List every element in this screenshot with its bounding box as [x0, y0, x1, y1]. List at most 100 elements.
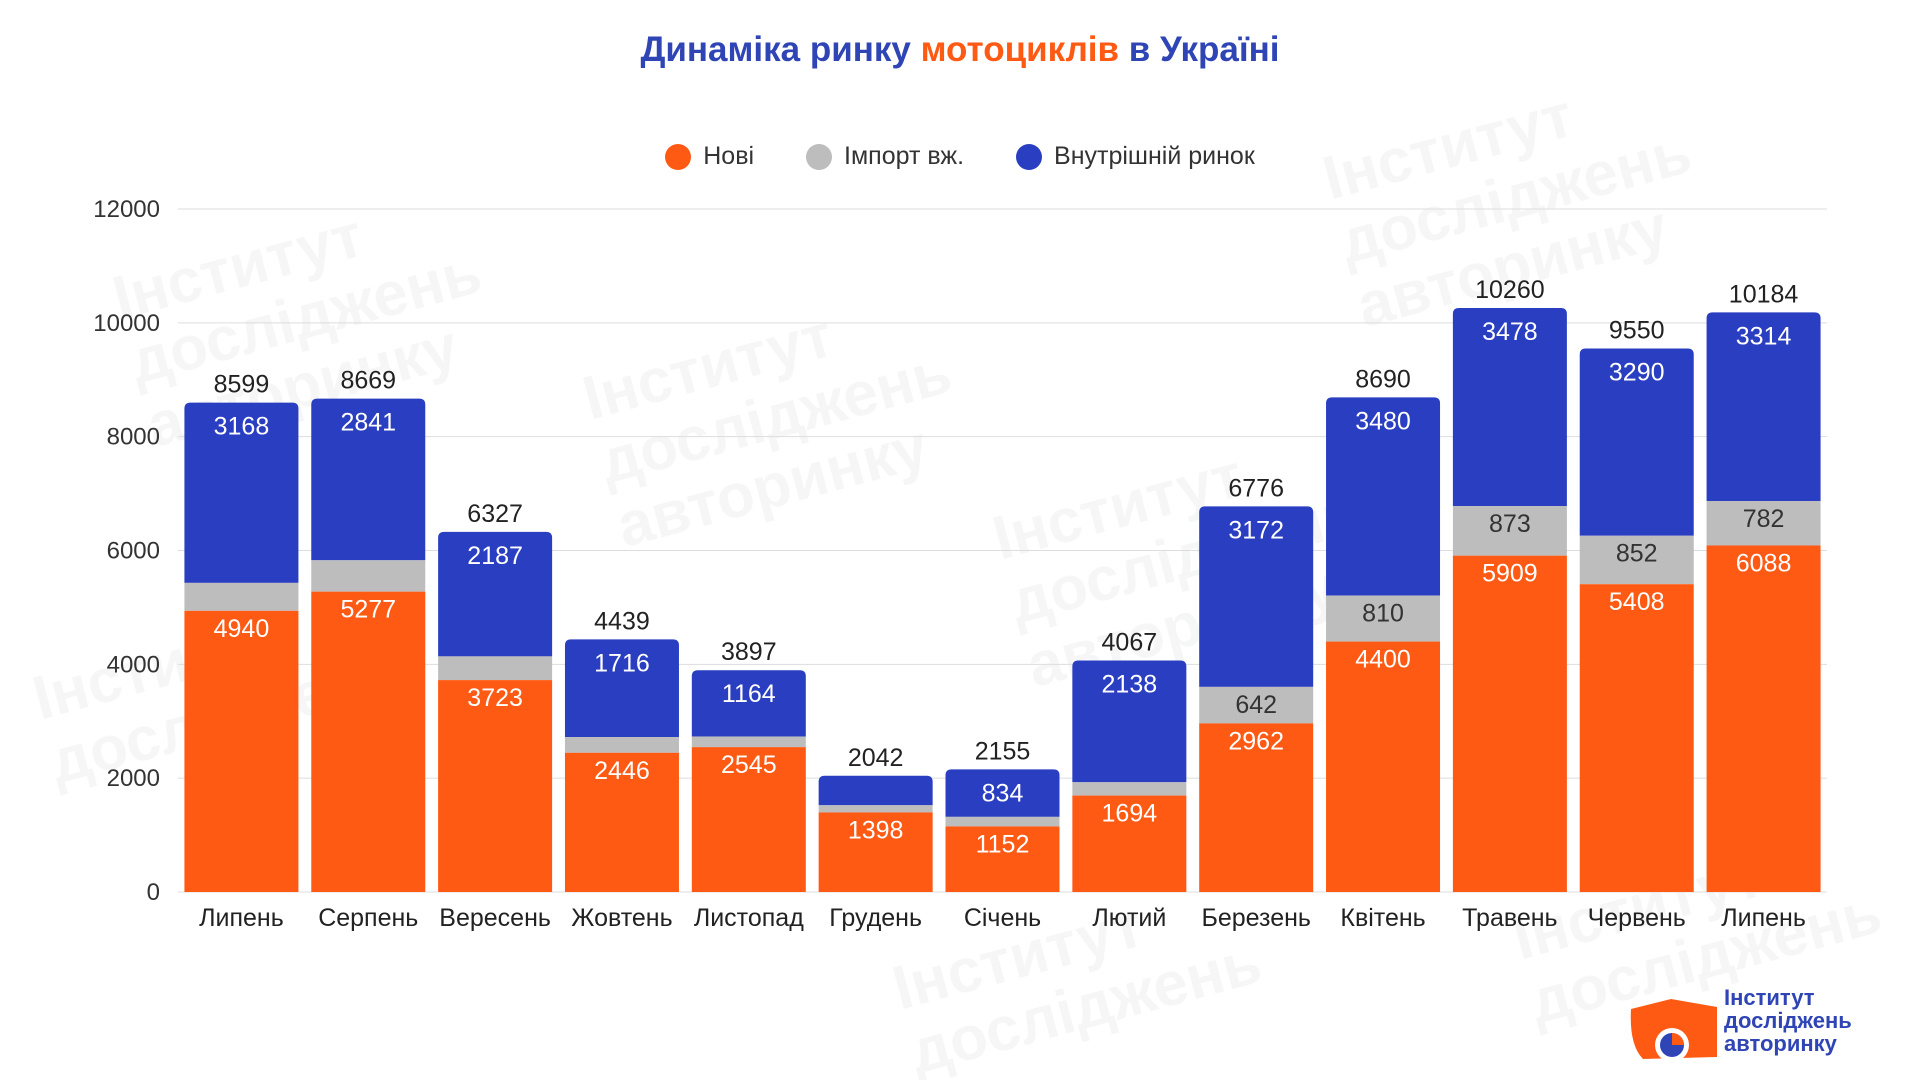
data-label-domestic: 3290	[1609, 358, 1665, 386]
data-label-domestic: 3314	[1736, 322, 1792, 350]
data-label-new: 5909	[1482, 560, 1538, 588]
data-label-total: 3897	[721, 638, 777, 666]
y-tick-label: 8000	[107, 424, 160, 451]
legend-item-import: Імпорт вж.	[806, 142, 964, 171]
x-tick-label: Січень	[964, 904, 1041, 932]
chart-title-accent: мотоциклів	[920, 30, 1120, 69]
chart-title-part1: Динаміка ринку	[640, 30, 921, 69]
x-tick-label: Червень	[1588, 904, 1686, 932]
bar-segment-import	[1199, 686, 1314, 724]
bar-segment-import	[1452, 505, 1567, 556]
bar-segment-new	[1326, 641, 1441, 892]
x-tick-label: Липень	[1721, 904, 1806, 932]
data-label-import: 642	[1235, 691, 1277, 719]
data-label-domestic: 2138	[1102, 671, 1158, 699]
bar-segment-new	[945, 826, 1060, 892]
data-label-domestic: 3172	[1228, 516, 1284, 544]
data-label-total: 10260	[1475, 276, 1545, 304]
y-tick-label: 10000	[93, 310, 160, 337]
bar-segment-domestic	[564, 639, 679, 738]
x-tick-label: Вересень	[439, 904, 551, 932]
y-tick-label: 0	[147, 879, 160, 906]
data-label-total: 9550	[1609, 316, 1665, 344]
data-label-domestic: 834	[982, 779, 1024, 807]
bar-segment-import	[564, 737, 679, 753]
logo-line-3: авторинку	[1724, 1031, 1837, 1056]
logo-line-2: досліджень	[1724, 1008, 1852, 1033]
chart-legend: Нові Імпорт вж. Внутрішній ринок	[0, 142, 1920, 171]
data-label-new: 2545	[721, 751, 777, 779]
y-tick-label: 12000	[93, 196, 160, 223]
y-tick-label: 6000	[107, 538, 160, 565]
bar-segment-domestic	[438, 531, 553, 657]
data-label-domestic: 3478	[1482, 318, 1538, 346]
bar-segment-new	[184, 610, 299, 892]
bar-segment-new	[311, 591, 426, 892]
bar-segment-domestic	[1706, 312, 1821, 501]
y-tick-label: 2000	[107, 765, 160, 792]
data-label-total: 2155	[975, 737, 1031, 765]
logo-icon	[1630, 999, 1717, 1062]
bar-segment-import	[945, 816, 1060, 827]
data-label-total: 4439	[594, 607, 650, 635]
data-label-total: 2042	[848, 744, 904, 772]
data-label-new: 2446	[594, 757, 650, 785]
bar-segment-import	[184, 582, 299, 611]
y-tick-label: 4000	[107, 651, 160, 678]
bar-segment-domestic	[184, 402, 299, 583]
x-tick-label: Серпень	[318, 904, 418, 932]
data-label-import: 782	[1743, 505, 1785, 533]
data-label-total: 8599	[214, 371, 270, 399]
data-label-domestic: 3480	[1355, 407, 1411, 435]
data-label-new: 3723	[467, 684, 523, 712]
data-label-total: 8690	[1355, 365, 1411, 393]
bar-segment-import	[1579, 535, 1694, 585]
data-label-total: 4067	[1102, 629, 1158, 657]
legend-item-new: Нові	[665, 142, 754, 171]
chart-title: Динаміка ринку мотоциклів в Україні	[0, 30, 1920, 70]
bar-segment-import	[438, 656, 553, 681]
data-label-new: 1152	[976, 830, 1030, 858]
legend-item-domestic: Внутрішній ринок	[1016, 142, 1255, 171]
bar-segment-new	[1452, 555, 1567, 892]
logo-line-1: Інститут	[1724, 985, 1815, 1010]
bar-segment-new	[564, 752, 679, 892]
logo-text: Інститут досліджень авторинку	[1724, 986, 1852, 1055]
bar-segment-import	[1706, 500, 1821, 546]
data-label-import: 810	[1362, 599, 1404, 627]
bar-segment-domestic	[1326, 397, 1441, 596]
data-label-new: 1694	[1102, 800, 1158, 828]
data-label-domestic: 1164	[722, 680, 776, 708]
legend-dot-domestic	[1016, 143, 1043, 170]
bar-segment-new	[1199, 723, 1314, 892]
bar-segment-import	[818, 805, 933, 813]
bar-segment-domestic	[818, 775, 933, 806]
x-tick-label: Квітень	[1340, 904, 1425, 932]
data-label-total: 8669	[340, 367, 396, 395]
data-label-total: 6776	[1228, 474, 1284, 502]
x-tick-label: Березень	[1201, 904, 1311, 932]
bar-segment-domestic	[1452, 308, 1567, 506]
x-tick-label: Грудень	[829, 904, 922, 932]
data-label-new: 5277	[340, 596, 396, 624]
data-label-domestic: 3168	[214, 413, 270, 441]
x-tick-label: Липень	[199, 904, 284, 932]
x-tick-label: Травень	[1462, 904, 1557, 932]
bar-segment-import	[691, 736, 806, 748]
bar-segment-domestic	[691, 670, 806, 737]
bar-segment-domestic	[1579, 348, 1694, 536]
data-label-domestic: 1716	[594, 649, 650, 677]
bar-segment-new	[1706, 545, 1821, 892]
legend-label-new: Нові	[703, 142, 755, 170]
bar-segment-domestic	[1072, 660, 1187, 783]
bar-segment-new	[438, 680, 553, 892]
x-tick-label: Листопад	[694, 904, 804, 932]
data-label-domestic: 2187	[467, 542, 523, 570]
data-label-import: 852	[1616, 540, 1658, 568]
bar-segment-import	[1326, 595, 1441, 642]
chart-title-part2: в Україні	[1119, 30, 1280, 69]
bar-segment-import	[1072, 782, 1187, 796]
data-label-new: 4400	[1355, 646, 1411, 674]
data-label-domestic: 2841	[340, 409, 396, 437]
data-label-total: 10184	[1729, 280, 1799, 308]
